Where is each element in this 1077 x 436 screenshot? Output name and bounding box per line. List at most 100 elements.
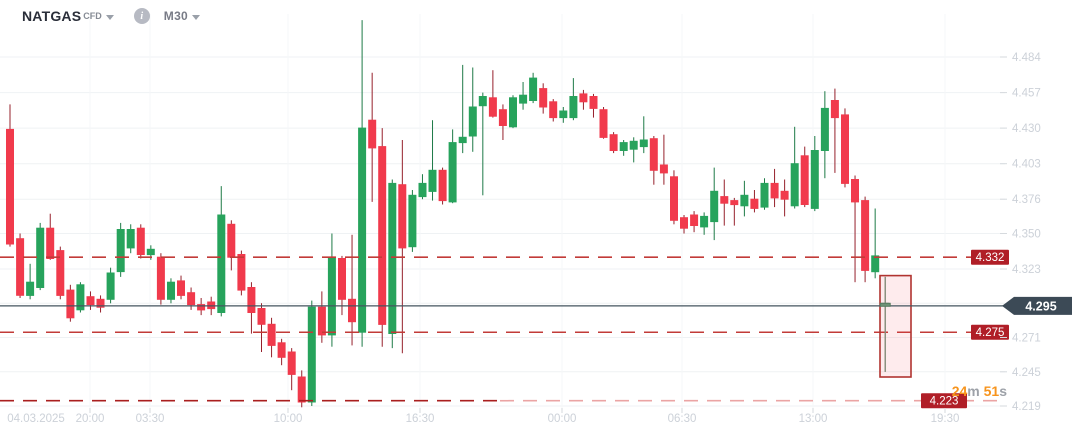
- price-level-badge[interactable]: 4.223: [921, 393, 967, 409]
- candle: [659, 134, 668, 185]
- candle: [680, 215, 688, 234]
- candle: [750, 190, 759, 213]
- candle: [841, 108, 849, 188]
- price-level-badge[interactable]: 4.275: [971, 324, 1009, 340]
- candle: [348, 234, 356, 346]
- candle: [76, 282, 85, 313]
- chart-header: NATGAS CFD i M30: [22, 8, 204, 24]
- candle: [710, 167, 719, 241]
- candle: [539, 83, 548, 114]
- candle: [96, 295, 105, 313]
- svg-text:06:30: 06:30: [668, 413, 697, 425]
- svg-text:4.430: 4.430: [1012, 123, 1041, 135]
- candle: [549, 99, 558, 122]
- candle: [6, 104, 14, 247]
- candle: [690, 211, 699, 233]
- candle: [649, 136, 658, 185]
- candle: [287, 348, 296, 391]
- candle: [388, 179, 397, 349]
- candle: [670, 170, 678, 225]
- candle: [529, 72, 538, 104]
- svg-text:4.376: 4.376: [1012, 194, 1041, 206]
- svg-text:4.275: 4.275: [976, 327, 1005, 339]
- svg-text:13:00: 13:00: [799, 413, 828, 425]
- grid-lines: [0, 14, 1005, 410]
- candle: [579, 89, 588, 110]
- instrument-type-label: CFD: [83, 11, 102, 21]
- svg-text:19:30: 19:30: [931, 413, 960, 425]
- candle: [36, 222, 45, 291]
- chevron-down-icon: [192, 14, 201, 20]
- candle: [468, 67, 477, 152]
- candle: [780, 179, 789, 217]
- candle: [498, 104, 507, 140]
- candle: [820, 91, 829, 179]
- candle: [398, 140, 407, 354]
- candle: [56, 246, 65, 300]
- candle: [187, 287, 196, 310]
- candle: [327, 233, 336, 347]
- svg-text:4.484: 4.484: [1012, 52, 1041, 64]
- candle: [16, 233, 25, 298]
- candle: [66, 284, 75, 322]
- timeframe-selector[interactable]: M30: [164, 9, 204, 23]
- candle: [810, 136, 819, 212]
- candle: [488, 70, 497, 118]
- svg-text:4.332: 4.332: [976, 252, 1005, 264]
- candle: [629, 137, 638, 163]
- svg-text:4.223: 4.223: [930, 396, 959, 408]
- candle: [156, 253, 165, 305]
- candle: [438, 167, 447, 205]
- info-icon[interactable]: i: [133, 8, 150, 24]
- candle: [519, 82, 528, 110]
- candle: [217, 186, 226, 317]
- chevron-down-icon: [105, 14, 114, 20]
- candle: [830, 88, 839, 173]
- svg-text:4.271: 4.271: [1012, 333, 1041, 345]
- candle: [720, 179, 729, 226]
- candle: [277, 338, 286, 366]
- candle: [267, 317, 276, 358]
- candle: [478, 92, 487, 196]
- svg-text:16:30: 16:30: [406, 413, 435, 425]
- candle: [106, 267, 115, 304]
- symbol-selector[interactable]: NATGAS CFD: [22, 8, 118, 24]
- candle: [338, 255, 346, 316]
- candle: [358, 20, 367, 347]
- price-level-badge[interactable]: 4.332: [971, 249, 1009, 265]
- candle: [609, 132, 618, 154]
- candle: [730, 197, 739, 226]
- candle: [126, 224, 135, 254]
- svg-text:03:30: 03:30: [136, 413, 165, 425]
- time-axis[interactable]: 04.03.2025 20:00 03:30 10:00 16:30 00:00 06:30…: [7, 408, 959, 425]
- candle: [136, 224, 145, 259]
- candle: [378, 128, 387, 347]
- price-axis[interactable]: 4.484 4.457 4.430 4.403 4.376 4.350 4.323 4.271…: [1000, 52, 1041, 413]
- candle: [800, 146, 809, 208]
- candle: [46, 213, 55, 260]
- symbol-name: NATGAS: [22, 8, 82, 24]
- candle: [428, 120, 437, 201]
- svg-text:4.457: 4.457: [1012, 88, 1041, 100]
- candle: [589, 93, 598, 118]
- svg-text:10:00: 10:00: [274, 413, 303, 425]
- candle: [257, 303, 266, 352]
- candle: [851, 175, 859, 283]
- candle: [458, 64, 467, 154]
- svg-text:4.403: 4.403: [1012, 159, 1041, 171]
- candle: [26, 263, 35, 300]
- candle: [297, 370, 306, 408]
- candle: [770, 168, 779, 208]
- candle: [790, 126, 799, 209]
- candle: [619, 140, 628, 156]
- candle: [247, 282, 256, 334]
- candle: [237, 250, 246, 296]
- candle: [197, 298, 206, 316]
- candle-series: [6, 20, 890, 408]
- candle-countdown-timer: 24m 51s: [952, 383, 1008, 399]
- timeframe-label: M30: [163, 9, 189, 23]
- candle: [408, 190, 417, 252]
- svg-text:04.03.2025: 04.03.2025: [7, 413, 65, 425]
- candle: [760, 178, 769, 210]
